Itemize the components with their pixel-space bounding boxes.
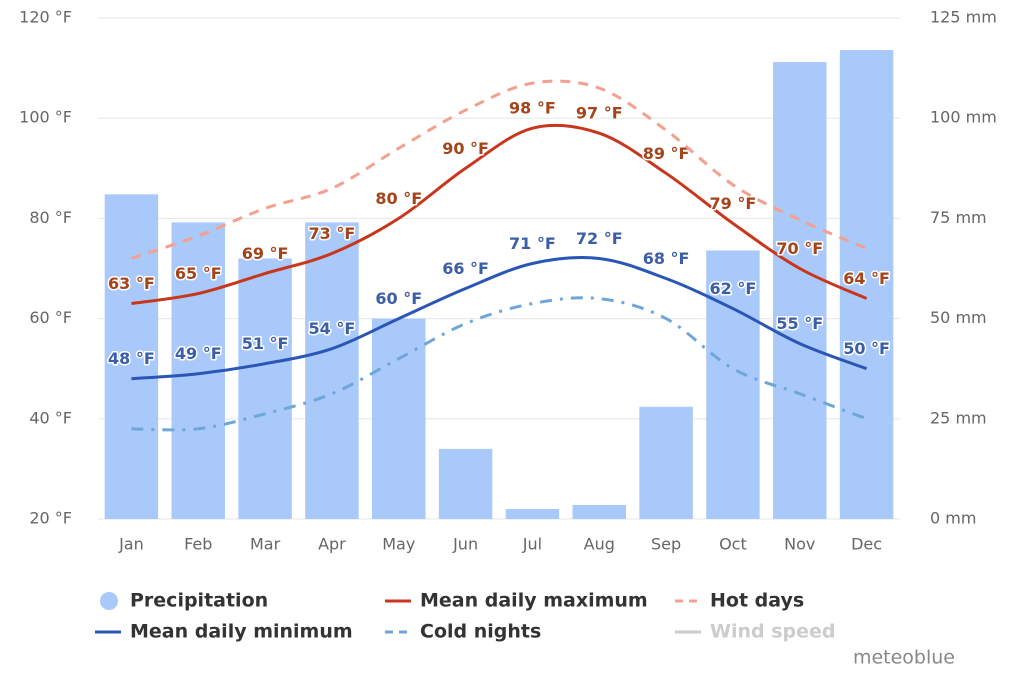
line: [130, 79, 868, 260]
legend-label: Hot days: [710, 590, 804, 612]
bar: [372, 318, 426, 519]
data-label: 62 °F: [710, 279, 757, 298]
line: [131, 256, 868, 381]
y-tick-label: 80 °F: [29, 208, 72, 227]
x-tick-label: Jul: [522, 535, 542, 554]
legend-label: Wind speed: [710, 621, 836, 643]
legend-item: Hot days: [675, 590, 804, 612]
data-label: 66 °F: [442, 259, 489, 278]
bar: [505, 508, 560, 519]
data-label: 89 °F: [643, 144, 690, 163]
data-label: 90 °F: [442, 139, 489, 158]
line: [131, 296, 868, 432]
data-label: 68 °F: [643, 249, 690, 268]
legend-marker: [100, 592, 118, 610]
bar: [572, 504, 626, 519]
x-tick-label: Jun: [452, 535, 478, 554]
data-label: 73 °F: [309, 224, 356, 243]
data-label: 70 °F: [776, 239, 823, 258]
bar: [773, 62, 827, 519]
data-label: 60 °F: [375, 289, 422, 308]
x-tick-label: Jan: [118, 535, 144, 554]
bar: [639, 406, 693, 519]
legend-label: Precipitation: [130, 590, 268, 612]
y2-tick-label: 0 mm: [930, 509, 976, 528]
x-tick-label: Oct: [719, 535, 747, 554]
bar: [706, 250, 760, 520]
legend-item: Cold nights: [385, 621, 541, 643]
y-tick-label: 40 °F: [29, 408, 72, 427]
x-tick-label: Aug: [584, 535, 615, 554]
data-label: 79 °F: [710, 194, 757, 213]
data-label: 72 °F: [576, 229, 623, 248]
legend-item: Mean daily minimum: [95, 621, 353, 643]
data-label: 69 °F: [242, 244, 289, 263]
legend-item: Wind speed: [675, 621, 836, 643]
y2-tick-label: 100 mm: [930, 108, 997, 127]
x-tick-label: May: [382, 535, 415, 554]
watermark: meteoblue: [853, 647, 955, 669]
legend-item: Mean daily maximum: [385, 590, 648, 612]
data-label: 71 °F: [509, 234, 556, 253]
data-label: 97 °F: [576, 104, 623, 123]
y-tick-label: 120 °F: [19, 8, 72, 27]
data-label: 50 °F: [843, 339, 890, 358]
data-label: 54 °F: [309, 319, 356, 338]
legend-label: Mean daily maximum: [420, 590, 648, 612]
data-label: 64 °F: [843, 269, 890, 288]
x-tick-label: Apr: [318, 535, 346, 554]
x-tick-label: Mar: [250, 535, 281, 554]
data-label: 49 °F: [175, 344, 222, 363]
bar: [305, 222, 359, 519]
bar: [839, 50, 894, 520]
data-label: 80 °F: [375, 189, 422, 208]
bar: [238, 258, 292, 519]
y2-tick-label: 50 mm: [930, 308, 987, 327]
legend-item: Precipitation: [100, 590, 268, 612]
y-tick-label: 20 °F: [29, 509, 72, 528]
x-tick-label: Feb: [184, 535, 212, 554]
x-tick-label: Sep: [651, 535, 681, 554]
x-tick-label: Dec: [851, 535, 882, 554]
y-tick-label: 100 °F: [19, 108, 72, 127]
data-label: 65 °F: [175, 264, 222, 283]
data-label: 55 °F: [776, 314, 823, 333]
line: [131, 123, 868, 306]
data-label: 51 °F: [242, 334, 289, 353]
y-tick-label: 60 °F: [29, 308, 72, 327]
y2-tick-label: 125 mm: [930, 8, 997, 27]
data-label: 63 °F: [108, 274, 155, 293]
x-tick-label: Nov: [784, 535, 815, 554]
data-label: 48 °F: [108, 349, 155, 368]
data-label: 98 °F: [509, 99, 556, 118]
legend-label: Mean daily minimum: [130, 621, 353, 643]
y2-tick-label: 75 mm: [930, 208, 987, 227]
legend-label: Cold nights: [420, 621, 541, 643]
bar: [104, 194, 159, 520]
y2-tick-label: 25 mm: [930, 408, 987, 427]
bar: [438, 448, 493, 519]
